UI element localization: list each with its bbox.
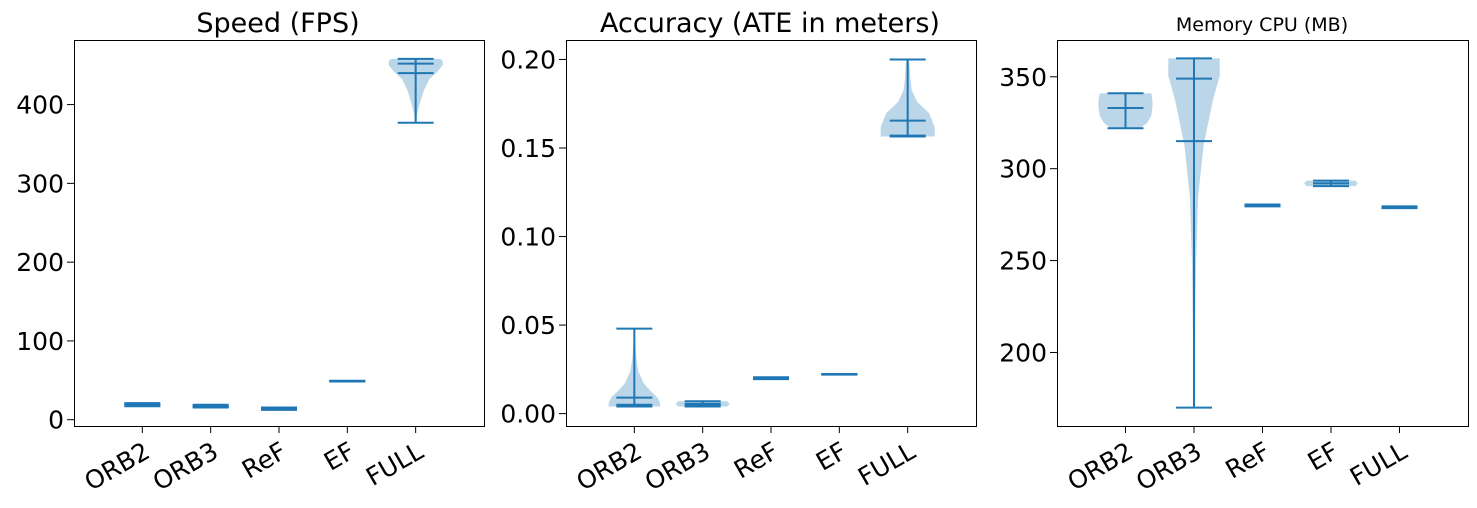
speed-y-tick-label: 100 xyxy=(16,327,64,356)
speed-title: Speed (FPS) xyxy=(196,8,359,39)
memory-y-tick-label: 300 xyxy=(999,155,1047,184)
speed-x-tick-label: ReF xyxy=(237,436,291,484)
speed-y-tick-label: 400 xyxy=(16,91,64,120)
speed-x-tick-label: ORB2 xyxy=(79,436,154,496)
accuracy-y-tick-label: 0.20 xyxy=(500,45,556,74)
speed-x-tick-label: EF xyxy=(319,436,360,476)
speed-x-tick-label: FULL xyxy=(361,436,428,491)
speed-y-tick-label: 300 xyxy=(16,169,64,198)
speed-plot-frame xyxy=(74,40,485,427)
memory-x-tick-label: ORB3 xyxy=(1131,436,1206,496)
memory-y-tick-label: 350 xyxy=(999,63,1047,92)
accuracy-y-tick-label: 0.10 xyxy=(500,223,556,252)
accuracy-panel: Accuracy (ATE in meters) 0.00 0.05 0.10 0.1… xyxy=(500,8,977,496)
memory-x-tick-label: ReF xyxy=(1221,436,1275,484)
memory-y-tick-label: 250 xyxy=(999,247,1047,276)
accuracy-x-tick-label: EF xyxy=(811,436,852,476)
accuracy-y-tick-label: 0.00 xyxy=(500,400,556,429)
accuracy-y-tick-label: 0.05 xyxy=(500,311,556,340)
memory-x-tick-label: ORB2 xyxy=(1063,436,1138,496)
memory-y-tick-label: 200 xyxy=(999,338,1047,367)
accuracy-x-tick-label: ReF xyxy=(729,436,783,484)
accuracy-title: Accuracy (ATE in meters) xyxy=(600,8,940,39)
speed-y-tick-label: 0 xyxy=(48,406,64,435)
speed-y-tick-label: 200 xyxy=(16,248,64,277)
accuracy-x-tick-label: FULL xyxy=(853,436,920,491)
accuracy-x-tick-label: ORB3 xyxy=(640,436,715,496)
accuracy-y-tick-label: 0.15 xyxy=(500,134,556,163)
memory-x-tick-label: EF xyxy=(1303,436,1344,476)
accuracy-x-tick-label: ORB2 xyxy=(571,436,646,496)
memory-x-tick-label: FULL xyxy=(1345,436,1412,491)
speed-x-tick-label: ORB3 xyxy=(148,436,223,496)
memory-title: Memory CPU (MB) xyxy=(1176,14,1348,36)
